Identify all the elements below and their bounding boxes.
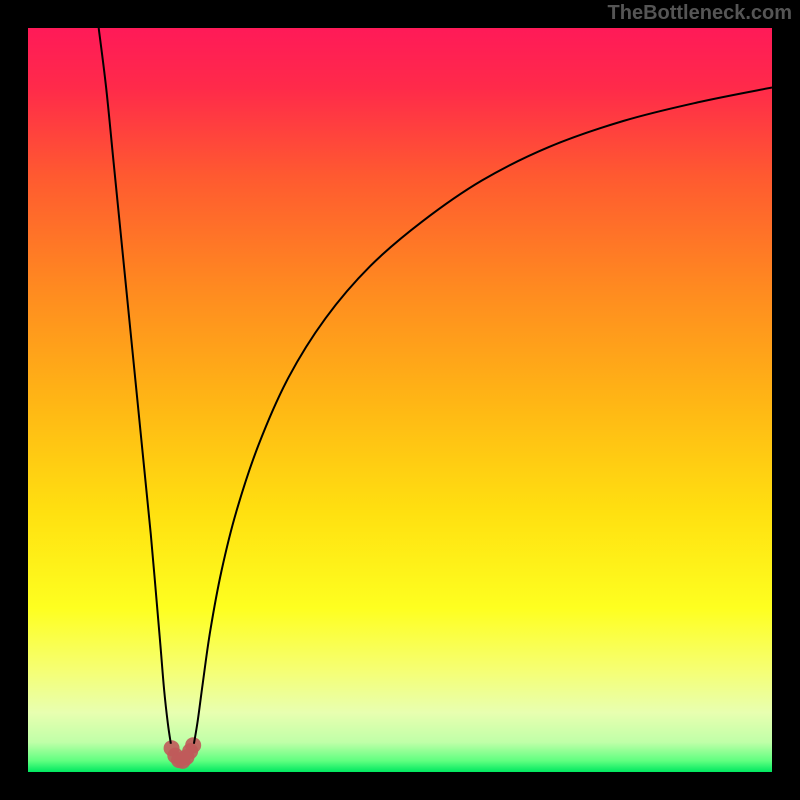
curve-left-branch xyxy=(99,28,171,744)
marker-cluster xyxy=(164,737,202,769)
curve-right-branch xyxy=(194,88,772,744)
curve-layer xyxy=(28,28,772,772)
chart-container: TheBottleneck.com xyxy=(0,0,800,800)
watermark-text: TheBottleneck.com xyxy=(608,2,792,25)
plot-area xyxy=(28,28,772,772)
marker-dot xyxy=(185,737,201,753)
